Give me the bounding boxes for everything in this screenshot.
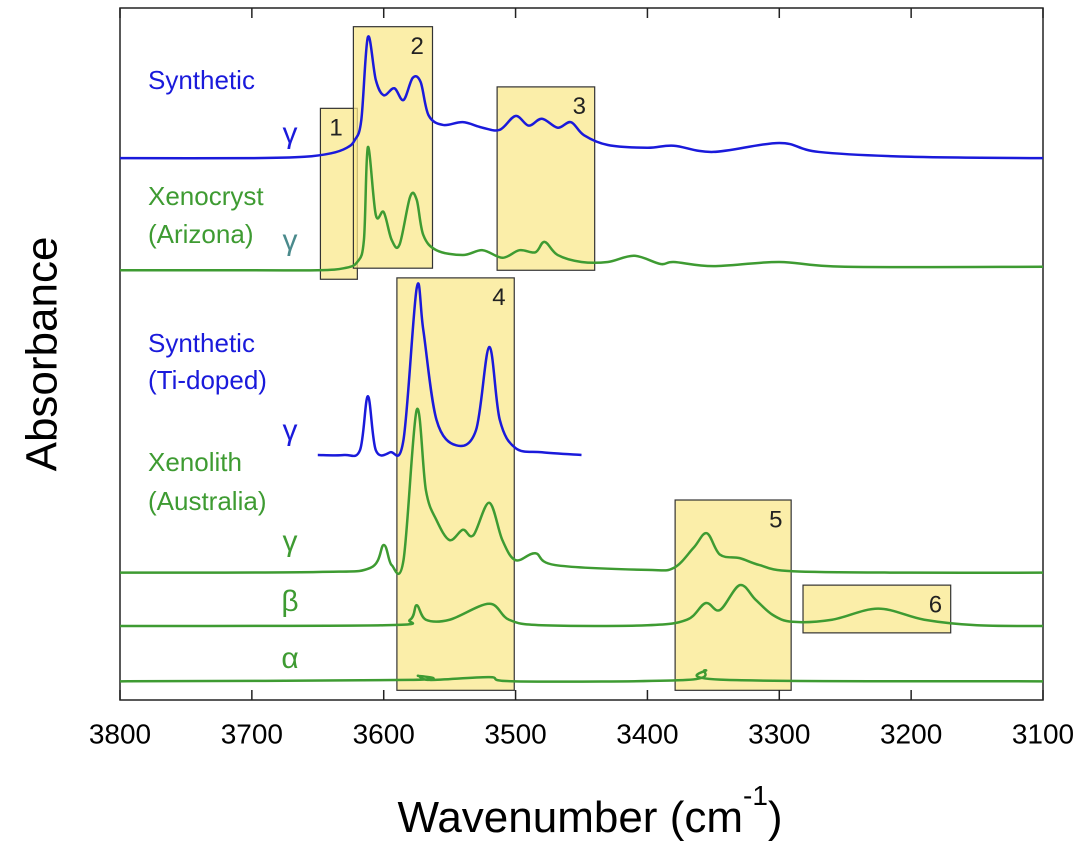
x-tick-label: 3200	[880, 718, 942, 749]
x-tick-label: 3500	[484, 718, 546, 749]
region-box	[396, 277, 515, 691]
spectrum-line	[119, 407, 1044, 576]
x-tick-label: 3600	[353, 718, 415, 749]
sample-label: Xenocryst	[148, 181, 264, 211]
sample-label: (Ti-doped)	[148, 365, 267, 395]
plot-frame	[119, 7, 1044, 701]
sample-label: (Australia)	[148, 486, 266, 516]
sample-label: β	[281, 585, 298, 618]
sample-label: γ	[283, 525, 298, 558]
region-box	[319, 107, 358, 280]
sample-label: (Arizona)	[148, 219, 253, 249]
region-label: 6	[929, 591, 942, 618]
spectrum-line	[120, 145, 1044, 272]
region-box	[674, 499, 792, 691]
spectrum-line	[317, 282, 582, 458]
region-label: 3	[573, 93, 586, 120]
sample-label: α	[281, 642, 298, 675]
sample-label: γ	[283, 117, 298, 150]
sample-label: γ	[283, 414, 298, 447]
x-axis-label: Wavenumber (cm-1)	[397, 780, 782, 841]
spectrum-line	[119, 583, 1044, 628]
region-label: 2	[411, 33, 424, 60]
sample-label: Xenolith	[148, 447, 242, 477]
sample-label: Synthetic	[148, 65, 255, 95]
x-axis-label-sup: -1	[743, 780, 768, 811]
spectrum-line	[119, 35, 1044, 160]
x-tick-label: 3800	[89, 718, 151, 749]
x-tick-label: 3400	[616, 718, 678, 749]
x-axis-label-end: )	[768, 793, 783, 842]
sample-label: Synthetic	[148, 328, 255, 358]
region-label: 5	[769, 506, 782, 533]
sample-label: γ	[283, 224, 298, 257]
x-tick-label: 3100	[1012, 718, 1074, 749]
x-tick-label: 3700	[221, 718, 283, 749]
spectrum-line	[119, 668, 1044, 683]
region-label: 4	[492, 284, 505, 311]
y-axis-label: Absorbance	[18, 237, 67, 472]
x-axis-label-main: Wavenumber (cm	[397, 793, 743, 842]
region-label: 1	[329, 115, 342, 142]
x-tick-label: 3300	[748, 718, 810, 749]
